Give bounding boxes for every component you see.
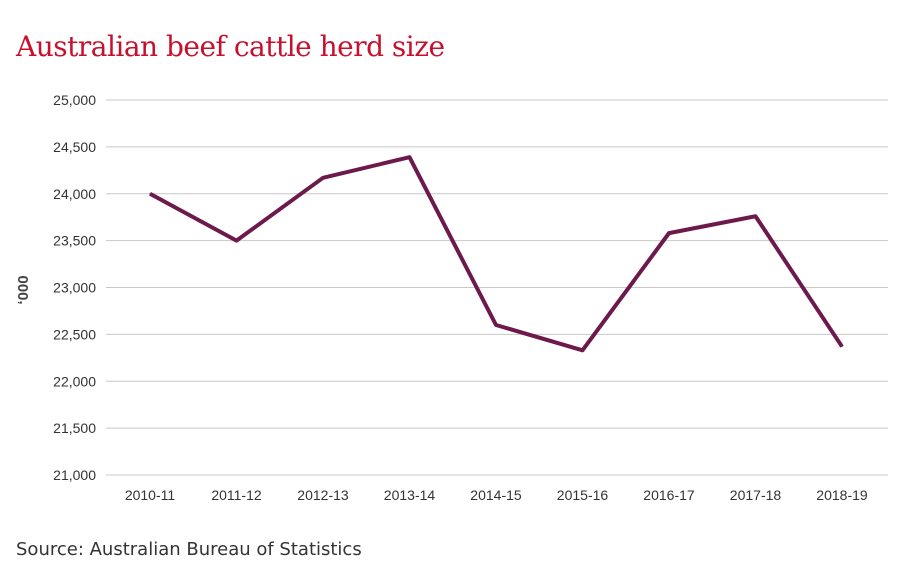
x-tick-label: 2015-16: [557, 487, 609, 503]
x-tick-label: 2017-18: [730, 487, 782, 503]
x-tick-label: 2013-14: [384, 487, 436, 503]
x-tick-label: 2010-11: [125, 487, 176, 503]
chart-title: Australian beef cattle herd size: [16, 30, 445, 63]
y-tick-label: 21,000: [53, 467, 96, 483]
data-point: [149, 193, 151, 195]
data-point: [755, 215, 756, 217]
y-tick-label: 24,000: [53, 186, 96, 202]
data-point: [841, 346, 843, 348]
series-line: [149, 155, 844, 353]
x-tick-label: 2011-12: [211, 487, 262, 503]
series-lines: [149, 155, 844, 353]
source-note: Source: Australian Bureau of Statistics: [16, 539, 362, 560]
gridlines: [106, 99, 888, 476]
data-point: [582, 349, 583, 351]
y-tick-label: 25,000: [53, 92, 96, 108]
y-tick-label: 24,500: [53, 139, 96, 155]
y-tick-label: 21,500: [53, 420, 96, 436]
x-tick-labels: 2010-11 2011-12 2012-13 2013-14 2014-15 2015-…: [125, 487, 868, 503]
data-point: [495, 324, 497, 326]
data-point: [409, 156, 410, 158]
y-tick-label: 23,500: [53, 233, 96, 249]
y-tick-label: 22,500: [53, 326, 96, 342]
data-point: [668, 232, 670, 234]
x-tick-label: 2012-13: [297, 487, 349, 503]
x-tick-label: 2016-17: [643, 487, 695, 503]
x-tick-label: 2018-19: [816, 487, 868, 503]
data-point: [322, 177, 324, 179]
data-point: [236, 240, 237, 242]
y-tick-label: 22,000: [53, 373, 96, 389]
x-tick-label: 2014-15: [470, 487, 522, 503]
y-axis-label: ‘000: [15, 275, 32, 304]
y-tick-labels: 21,000 21,500 22,000 22,500 23,000 23,500 24,0…: [53, 92, 96, 483]
y-tick-label: 23,000: [53, 280, 96, 296]
